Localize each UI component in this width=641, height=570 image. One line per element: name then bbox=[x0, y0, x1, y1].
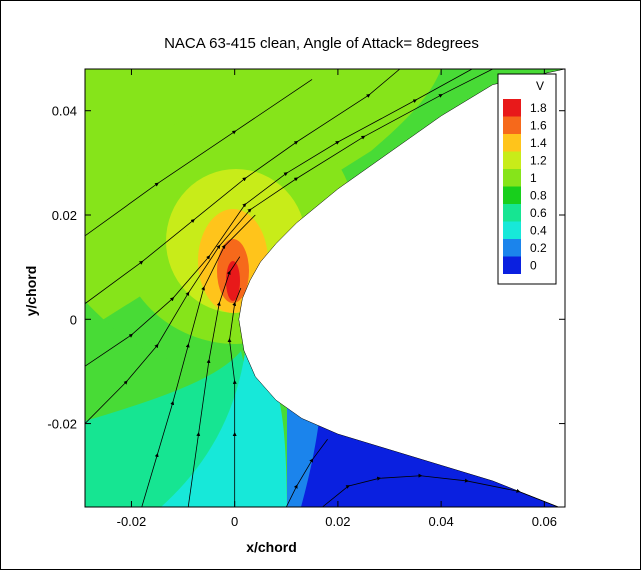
legend-label: 1.6 bbox=[530, 119, 547, 133]
x-tick-label: 0.06 bbox=[532, 514, 557, 529]
legend-label: 1.8 bbox=[530, 101, 547, 115]
x-axis-label: x/chord bbox=[246, 539, 297, 555]
streamlines bbox=[85, 69, 560, 507]
legend-label: 0.4 bbox=[530, 224, 547, 238]
streamline-4 bbox=[85, 69, 493, 424]
streamline-7 bbox=[227, 287, 242, 507]
legend-label: 1.4 bbox=[530, 136, 547, 150]
x-tick-label: 0 bbox=[231, 514, 238, 529]
x-axis-ticks: -0.02 0 0.02 0.04 0.06 bbox=[117, 69, 557, 529]
x-tick-label: 0.02 bbox=[325, 514, 350, 529]
legend-swatch bbox=[503, 256, 521, 274]
x-tick-label: 0.04 bbox=[428, 514, 453, 529]
y-tick-label: 0 bbox=[70, 312, 77, 327]
legend-swatch bbox=[503, 186, 521, 204]
y-tick-label: -0.02 bbox=[47, 417, 77, 432]
x-tick-label: -0.02 bbox=[117, 514, 147, 529]
y-tick-label: 0.02 bbox=[52, 208, 77, 223]
y-tick-label: 0.04 bbox=[52, 104, 77, 119]
legend-swatch bbox=[503, 169, 521, 187]
legend-swatch bbox=[503, 204, 521, 222]
streamline-9 bbox=[322, 473, 560, 507]
legend: V 1.8 1.6 1.4 1.2 1 0.8 0.6 0.4 0.2 0 bbox=[497, 73, 557, 285]
streamline-5 bbox=[141, 214, 256, 507]
legend-swatch bbox=[503, 99, 521, 117]
plot-frame bbox=[84, 68, 566, 508]
legend-swatch bbox=[503, 151, 521, 169]
legend-label: 1.2 bbox=[530, 154, 547, 168]
legend-label: 0.6 bbox=[530, 206, 547, 220]
legend-label: 0.8 bbox=[530, 189, 547, 203]
legend-label: 1 bbox=[530, 171, 537, 185]
legend-swatch bbox=[503, 221, 521, 239]
legend-swatch bbox=[503, 134, 521, 152]
streamline-8 bbox=[285, 438, 328, 507]
legend-label: 0.2 bbox=[530, 241, 547, 255]
chart-title: NACA 63-415 clean, Angle of Attack= 8deg… bbox=[164, 35, 479, 52]
legend-swatch bbox=[503, 116, 521, 134]
streamline-6 bbox=[187, 256, 241, 507]
legend-label: 0 bbox=[530, 259, 537, 273]
legend-title: V bbox=[536, 79, 544, 93]
legend-swatch bbox=[503, 239, 521, 257]
y-axis-ticks: -0.02 0 0.02 0.04 bbox=[47, 104, 565, 432]
